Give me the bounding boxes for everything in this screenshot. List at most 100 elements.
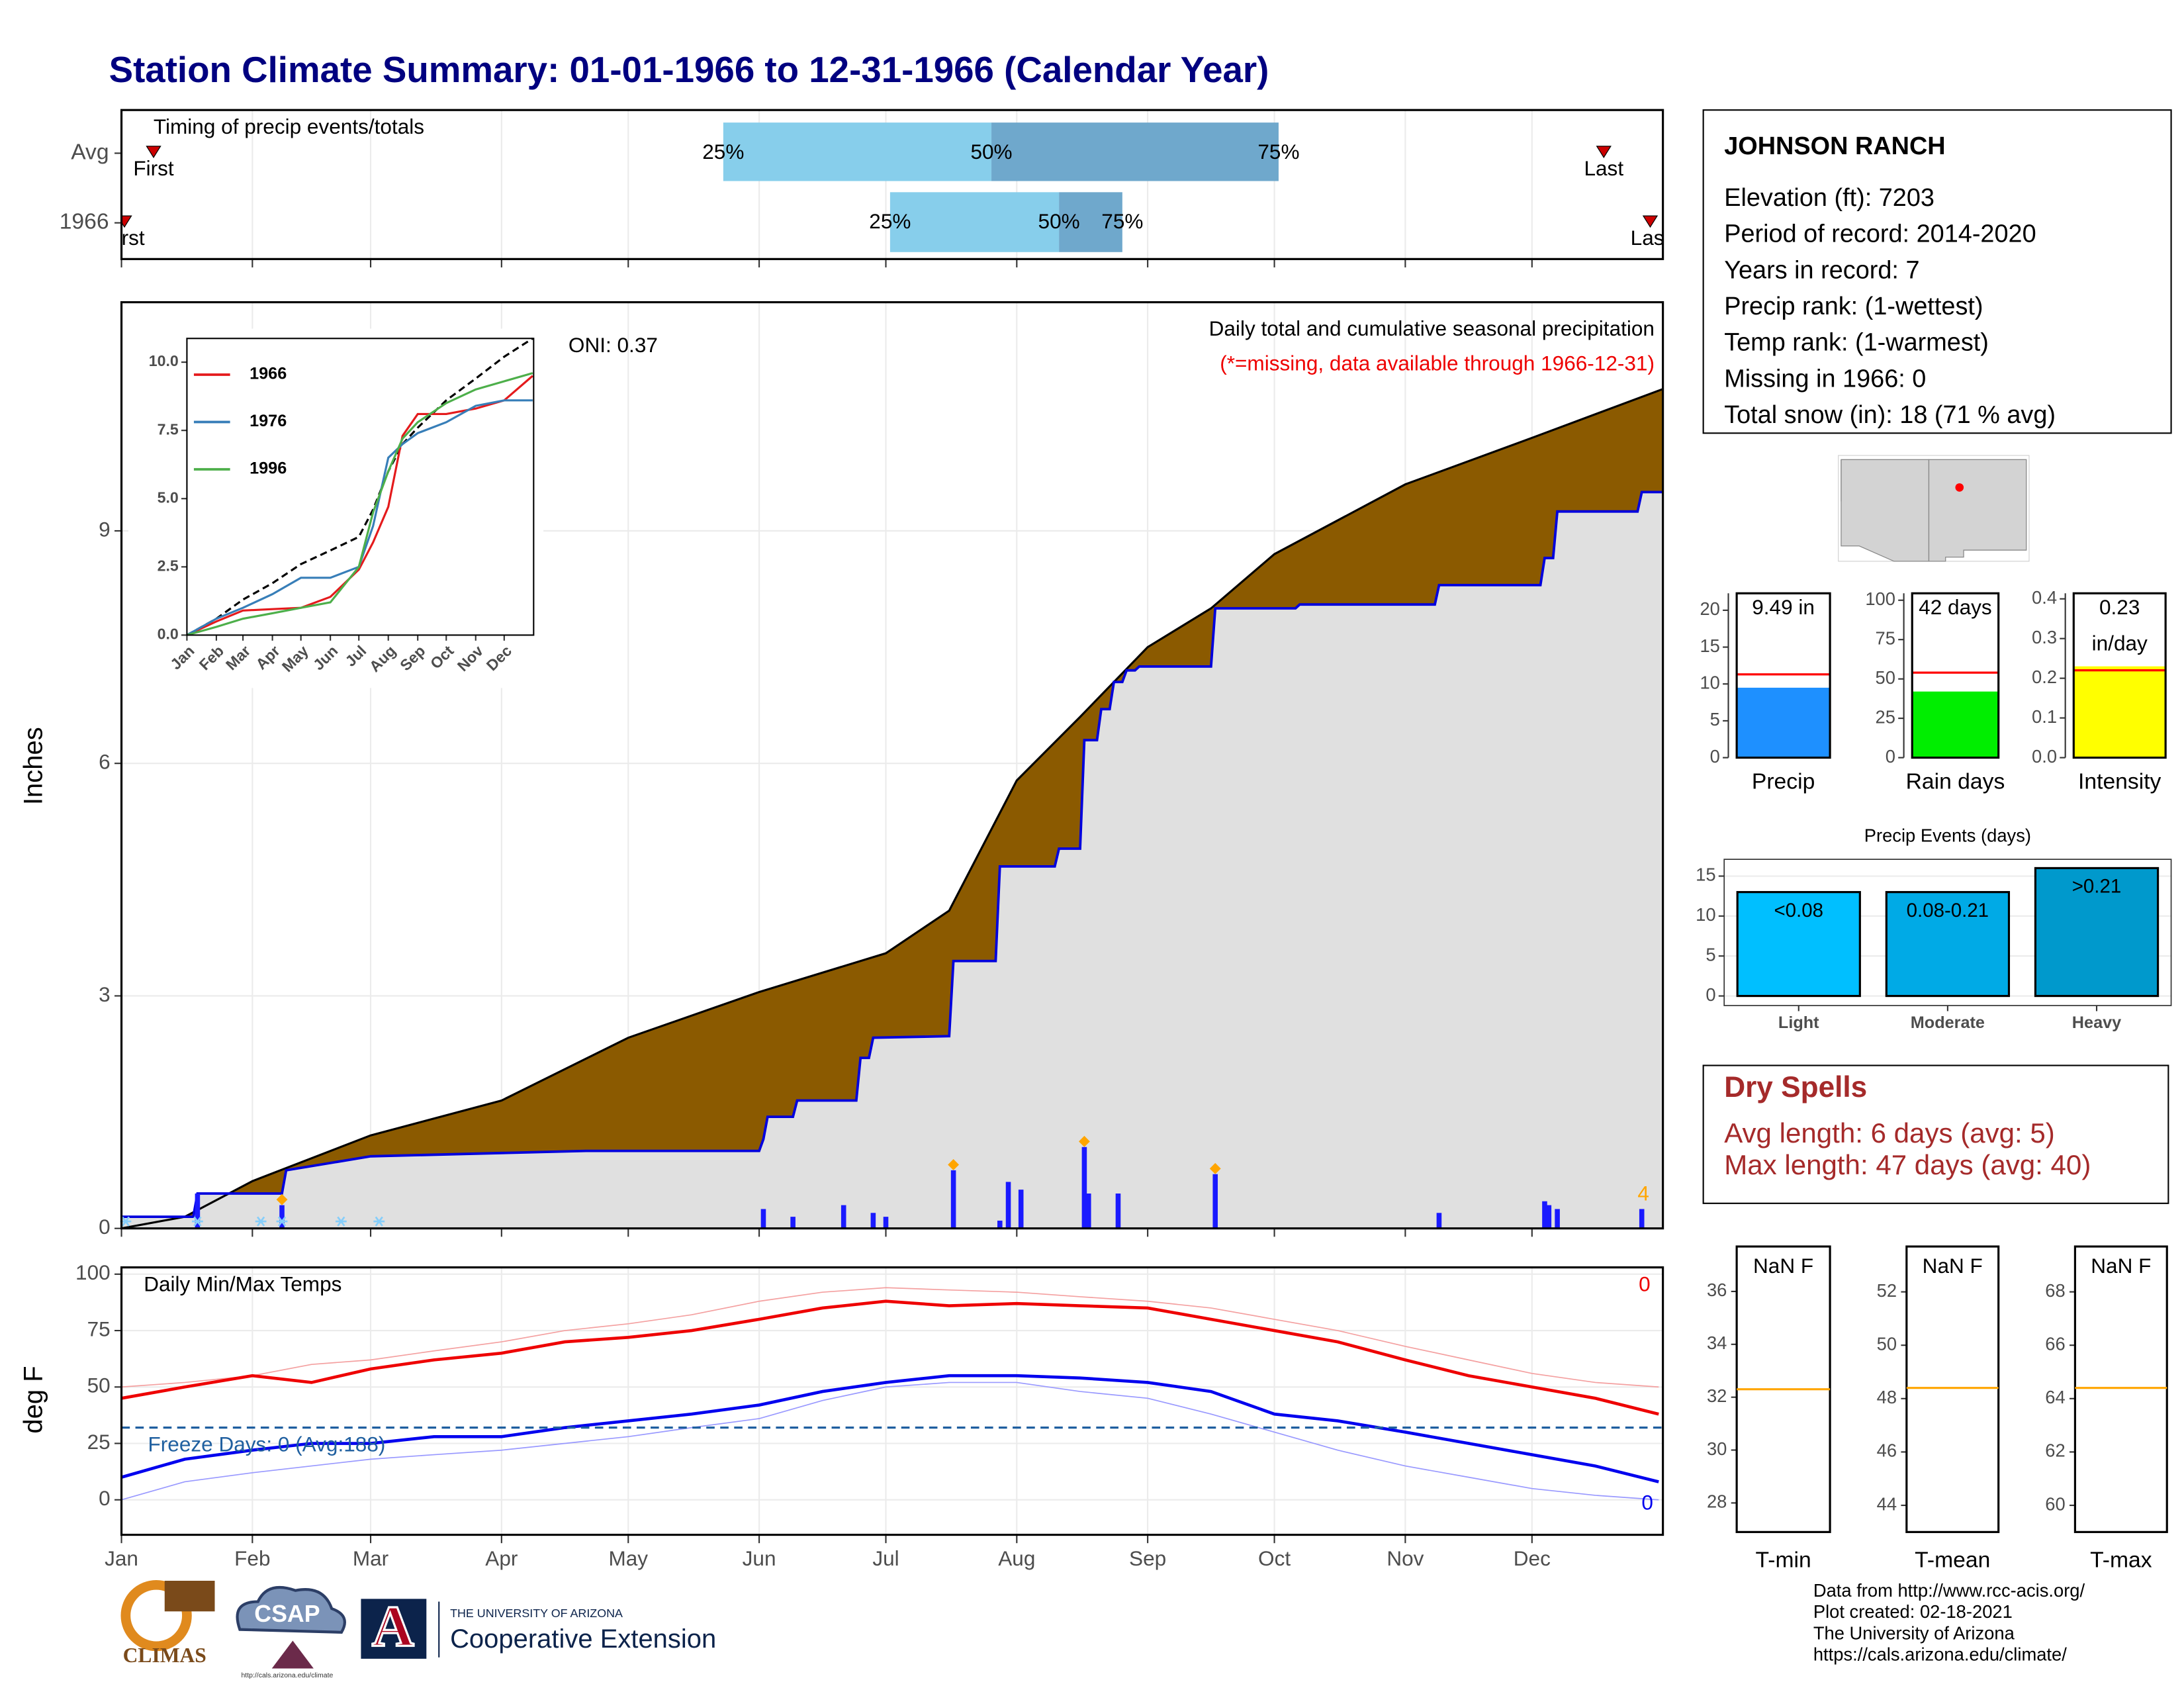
main-title: Station Climate Summary: 01-01-1966 to 1… [109, 49, 1269, 90]
panel-subtitle: (*=missing, data available through 1966-… [1220, 352, 1655, 375]
y-tick-label: 15 [1700, 635, 1719, 656]
y-tick-label: 28 [1707, 1491, 1727, 1512]
year-line [121, 491, 1663, 1219]
station-line: Period of record: 2014-2020 [1724, 220, 2036, 248]
bin-label: >0.21 [2072, 876, 2122, 898]
ua-unit: Cooperative Extension [450, 1624, 716, 1654]
max-count: 0 [1639, 1272, 1651, 1295]
csap-mountain [271, 1640, 314, 1669]
bin-label: <0.08 [1774, 900, 1824, 921]
category-label: Intensity [2078, 769, 2161, 794]
x-tick-label: Aug [998, 1546, 1035, 1570]
map-state [1841, 459, 1930, 562]
top-event [276, 1194, 288, 1205]
x-tick-label: Heavy [2072, 1013, 2121, 1032]
event-label: First [104, 226, 145, 250]
y-axis-label: Inches [19, 727, 48, 805]
value-label-box: 9.49 in [1752, 596, 1815, 620]
x-tick-label: Jul [872, 1546, 899, 1570]
quartile-label: 75% [1101, 209, 1143, 233]
y-tick-label: 0 [1710, 746, 1720, 767]
footer-line: The University of Arizona [1813, 1622, 2015, 1643]
gauge-box [2073, 1245, 2168, 1533]
y-tick-label: 10 [1700, 672, 1719, 692]
station-line: Temp rank: (1-warmest) [1724, 329, 1989, 357]
station-line: Total snow (in): 18 (71 % avg) [1724, 401, 2056, 429]
climas-logo [164, 1580, 215, 1612]
daily-bar [1005, 1182, 1011, 1229]
avg-max-line [121, 1287, 1659, 1388]
dry-spell-line: Max length: 47 days (avg: 40) [1724, 1149, 2091, 1180]
daily-bar [883, 1217, 889, 1229]
event-marker [1596, 146, 1612, 158]
avg-line [121, 388, 1664, 1230]
x-tick-label: Sep [1129, 1546, 1166, 1570]
quartile-label: 75% [1257, 140, 1299, 164]
daily-bar [790, 1217, 796, 1229]
freeze-label: Freeze Days: 0 (Avg:188) [148, 1432, 386, 1456]
event-marker [146, 146, 161, 158]
quartile-label: 50% [970, 140, 1012, 164]
inset-border [186, 338, 535, 636]
snow-marker [255, 1216, 267, 1227]
y-tick-label: 100 [75, 1260, 111, 1284]
x-tick-label: Nov [1387, 1546, 1424, 1570]
daily-bar [1086, 1194, 1091, 1229]
y-tick-label: 25 [87, 1430, 111, 1454]
y-tick-label: 34 [1707, 1333, 1727, 1353]
y-axis-label: deg F [19, 1366, 48, 1433]
event-marker [121, 215, 132, 228]
y-tick-label: 0.4 [2032, 587, 2057, 608]
y-tick-label: 0 [99, 1486, 111, 1510]
y-tick-label: 0 [1886, 746, 1895, 767]
y-tick-label: 50 [1877, 1333, 1897, 1354]
y-tick-label: 0 [99, 1215, 111, 1239]
oni-label: ONI: 0.37 [569, 333, 658, 357]
value-label: 9.49 in [1752, 596, 1815, 620]
y-tick-label: 10 [1696, 904, 1715, 925]
y-tick-label: 36 [1707, 1280, 1727, 1300]
legend-label: 1976 [250, 412, 287, 430]
category-label: Rain days [1906, 769, 2005, 794]
footer-line: https://cals.arizona.edu/climate/ [1813, 1644, 2067, 1665]
y-tick-label: 46 [1877, 1440, 1897, 1461]
csap-url: http://cals.arizona.edu/climate [241, 1671, 333, 1679]
station-dot [1955, 483, 1964, 492]
y-tick-label: 5.0 [158, 489, 179, 506]
daily-bar [870, 1213, 876, 1229]
dry-spells-title: Dry Spells [1724, 1071, 1867, 1103]
station-line: Precip rank: (1-wettest) [1724, 293, 1983, 320]
station-name: JOHNSON RANCH [1724, 132, 1945, 160]
logos: CLIMAS CSAP http://cals.arizona.edu/clim… [120, 1579, 716, 1679]
daily-bar [997, 1220, 1003, 1229]
climas-logo [120, 1579, 192, 1652]
y-tick-label: 60 [2045, 1493, 2065, 1514]
event-label: Last [1631, 226, 1670, 250]
y-tick-label: 7.5 [158, 420, 179, 438]
gauge-box [1905, 1245, 2000, 1533]
quartile-label: 25% [869, 209, 911, 233]
bar [1736, 891, 1861, 998]
legend-label: 1996 [250, 459, 287, 478]
year-area [121, 492, 1663, 1229]
panel-border [120, 301, 1664, 1230]
gauge-box [1735, 592, 1831, 759]
snow-marker [276, 1216, 288, 1227]
y-tick-label: 75 [87, 1317, 111, 1340]
y-tick-label: 5 [1710, 709, 1720, 729]
row-label: 1966 [60, 210, 109, 234]
y-tick-label: 6 [99, 750, 111, 774]
panel-title: Timing of precip events/totals [154, 115, 424, 138]
dry-spells-box [1702, 1064, 2169, 1204]
y-tick-label: 0.0 [158, 626, 179, 643]
value-label: NaN F [1753, 1254, 1813, 1278]
gauge-bar [2073, 666, 2166, 758]
y-tick-label: 62 [2045, 1440, 2065, 1461]
climas-text: CLIMAS [123, 1644, 206, 1667]
panel-border [120, 109, 1664, 260]
category-label: T-max [2090, 1548, 2152, 1572]
event-label: Last [1584, 156, 1623, 180]
daily-bar [1115, 1194, 1121, 1229]
